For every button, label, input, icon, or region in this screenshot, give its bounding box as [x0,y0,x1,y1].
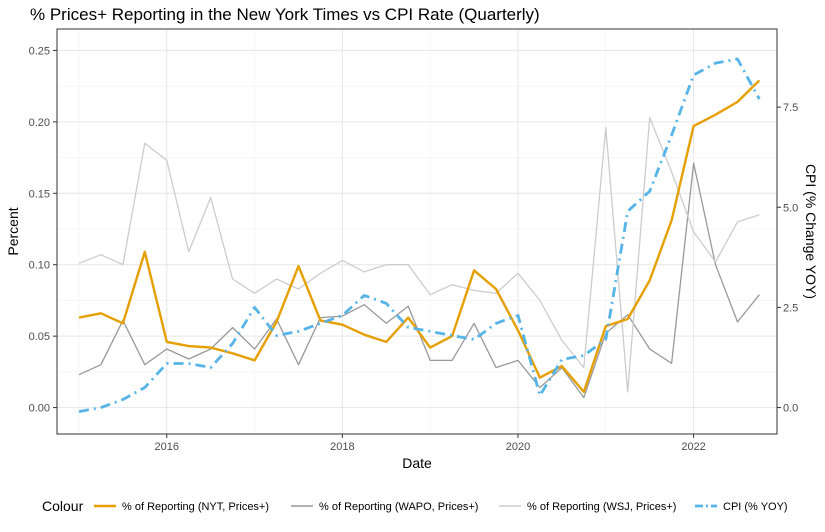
chart-title: % Prices+ Reporting in the New York Time… [30,5,540,24]
y-tick-label: 0.15 [29,188,50,200]
panel-border [56,28,778,435]
y-tick-label: 0.25 [29,45,50,57]
y2-tick-label: 7.5 [783,102,798,114]
legend-label-1: % of Reporting (NYT, Prices+) [122,501,269,513]
series-line-3 [78,116,760,393]
grid [57,29,777,434]
legend-title: Colour [42,498,84,514]
y2-axis-title: CPI (% Change YOY) [803,164,819,299]
y2-tick-label: 5.0 [783,202,798,214]
series-layer [78,57,761,413]
y-axis-title: Percent [5,207,21,255]
x-axis-title: Date [402,455,432,471]
y-tick-label: 0.05 [29,331,50,343]
legend-label-2: % of Reporting (WAPO, Prices+) [319,501,478,513]
legend-label-4: CPI (% YOY) [723,501,788,513]
x-tick-label: 2020 [506,441,530,453]
legend: Colour % of Reporting (NYT, Prices+) % of … [42,498,788,514]
y-tick-label: 0.20 [29,117,50,129]
x-tick-label: 2018 [330,441,354,453]
legend-label-3: % of Reporting (WSJ, Prices+) [527,501,676,513]
series-line-1 [78,79,761,394]
x-tick-label: 2022 [681,441,705,453]
y2-tick-label: 0.0 [783,403,798,415]
y-tick-label: 0.00 [29,403,50,415]
y2-tick-label: 2.5 [783,302,798,314]
axes: 2016 2018 2020 2022 0.00 0.05 0.10 0.15 0.20 0.25… [29,45,799,453]
series-line-4 [78,57,761,413]
y-tick-label: 0.10 [29,260,50,272]
x-tick-label: 2016 [155,441,179,453]
